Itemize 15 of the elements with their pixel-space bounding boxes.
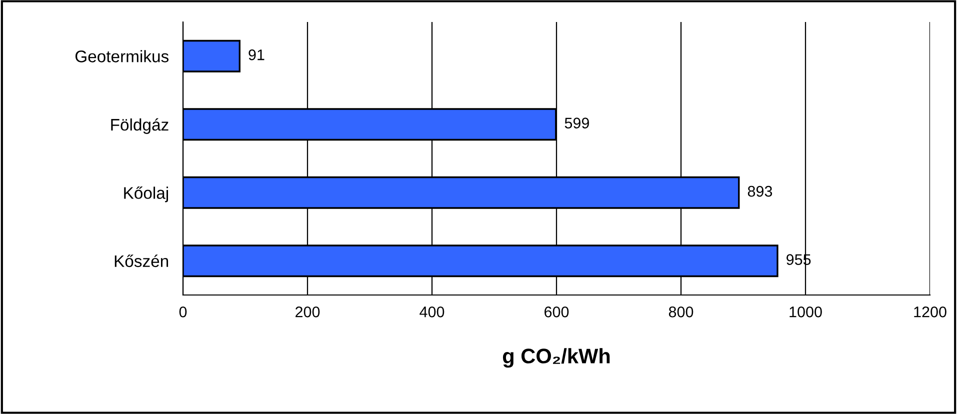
x-tick-label: 800 bbox=[668, 306, 694, 318]
x-tick-label: 600 bbox=[544, 306, 569, 318]
data-label: 893 bbox=[748, 186, 772, 197]
x-tick-label: 1000 bbox=[790, 306, 822, 318]
x-axis-title: g CO₂/kWh bbox=[502, 348, 610, 368]
y-tick-label: Geotermikus bbox=[75, 50, 169, 62]
x-tick-label: 1200 bbox=[914, 306, 946, 318]
x-tick-label: 400 bbox=[420, 306, 444, 318]
y-tick-label: Kőolaj bbox=[124, 186, 168, 202]
x-tick-label: 0 bbox=[179, 306, 187, 318]
y-tick-label: Földgáz bbox=[111, 118, 168, 134]
x-tick-label: 200 bbox=[296, 306, 320, 318]
y-tick-label: Kőszén bbox=[114, 254, 168, 268]
data-label: 599 bbox=[564, 118, 589, 128]
data-label: 91 bbox=[248, 49, 264, 60]
